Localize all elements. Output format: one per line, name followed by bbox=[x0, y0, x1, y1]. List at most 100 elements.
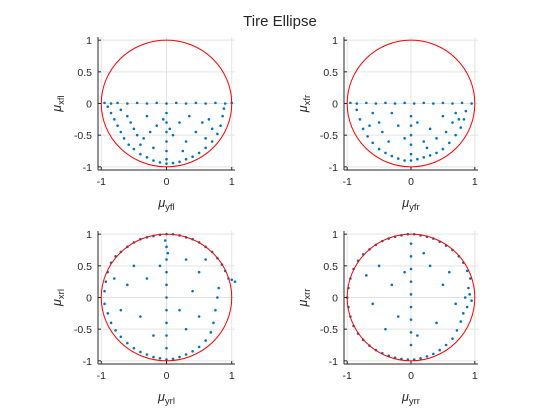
data-point-rear-left-53 bbox=[165, 296, 168, 299]
data-point-rear-right-46 bbox=[456, 329, 459, 332]
data-point-front-right-40 bbox=[410, 115, 413, 118]
data-point-rear-right-59 bbox=[391, 284, 394, 287]
data-point-front-left-22 bbox=[133, 148, 136, 151]
data-point-rear-left-72 bbox=[204, 258, 207, 261]
data-point-front-right-27 bbox=[429, 154, 432, 157]
data-point-front-right-41 bbox=[410, 124, 413, 127]
data-point-front-left-37 bbox=[221, 115, 224, 118]
y-tick-label-rear-left-3: 0.5 bbox=[77, 261, 92, 273]
data-point-front-left-34 bbox=[211, 140, 214, 143]
data-point-front-right-4 bbox=[384, 102, 387, 105]
data-point-rear-right-56 bbox=[410, 331, 413, 334]
data-point-rear-left-30 bbox=[120, 335, 123, 338]
data-point-front-right-33 bbox=[463, 118, 466, 121]
data-point-rear-right-40 bbox=[419, 357, 422, 360]
data-point-front-right-30 bbox=[448, 141, 451, 144]
data-point-rear-right-50 bbox=[410, 255, 413, 258]
data-point-front-left-54 bbox=[172, 134, 175, 137]
data-point-rear-right-24 bbox=[467, 287, 470, 290]
data-point-front-right-37 bbox=[387, 140, 390, 143]
data-point-rear-left-33 bbox=[139, 351, 142, 354]
data-point-front-left-36 bbox=[219, 124, 222, 127]
data-point-front-left-0 bbox=[103, 102, 106, 105]
x-tick-label-rear-left-1: 0 bbox=[164, 370, 170, 382]
y-tick-label-rear-right-0: -1 bbox=[329, 356, 338, 368]
x-tick-label-front-right-1: 0 bbox=[408, 176, 414, 188]
data-point-front-left-53 bbox=[168, 128, 171, 131]
data-point-front-right-6 bbox=[403, 102, 406, 105]
data-point-front-left-58 bbox=[195, 131, 198, 134]
y-tick-label-front-right-3: 0.5 bbox=[323, 67, 338, 79]
data-point-front-left-57 bbox=[188, 115, 191, 118]
data-point-front-left-62 bbox=[120, 109, 123, 112]
y-axis-label-front-right: μxfr bbox=[296, 95, 313, 113]
data-point-front-left-42 bbox=[136, 134, 139, 137]
data-point-rear-right-60 bbox=[371, 303, 374, 306]
y-tick-label-rear-right-3: 0.5 bbox=[323, 261, 338, 273]
data-point-front-left-8 bbox=[175, 102, 178, 105]
data-point-front-right-48 bbox=[435, 137, 438, 140]
data-point-rear-left-0 bbox=[103, 290, 106, 293]
data-point-front-left-4 bbox=[136, 102, 139, 105]
data-point-front-right-39 bbox=[403, 137, 406, 140]
panel-rear-left: -1 0 1-1-0.500.51μyrlμxrl bbox=[50, 229, 236, 407]
data-point-rear-left-48 bbox=[217, 287, 220, 290]
data-point-front-right-25 bbox=[416, 158, 419, 161]
y-tick-label-rear-left-1: -0.5 bbox=[74, 324, 92, 336]
data-point-front-left-13 bbox=[224, 102, 227, 105]
data-point-rear-left-65 bbox=[139, 315, 142, 318]
data-point-front-left-35 bbox=[216, 133, 219, 136]
x-tick-label-front-left-0: -1 bbox=[97, 176, 106, 188]
data-point-front-right-8 bbox=[422, 102, 425, 105]
y-tick-label-rear-left-4: 1 bbox=[86, 229, 92, 241]
x-tick-label-front-left-2: 1 bbox=[229, 176, 235, 188]
data-point-rear-left-36 bbox=[159, 357, 162, 360]
data-point-rear-left-39 bbox=[178, 356, 181, 359]
x-tick-label-rear-right-1: 0 bbox=[408, 370, 414, 382]
y-axis-label-rear-right: μxrr bbox=[296, 289, 313, 308]
data-point-rear-left-62 bbox=[126, 284, 129, 287]
x-axis-label-front-left: μyfl bbox=[157, 196, 174, 213]
data-point-rear-left-59 bbox=[167, 252, 170, 255]
data-point-rear-left-25 bbox=[234, 280, 237, 283]
data-point-front-right-18 bbox=[371, 141, 374, 144]
data-point-rear-left-28 bbox=[110, 322, 113, 325]
data-point-front-left-25 bbox=[152, 159, 155, 162]
x-tick-label-rear-left-0: -1 bbox=[97, 370, 106, 382]
data-point-rear-left-63 bbox=[185, 258, 188, 261]
data-point-rear-left-46 bbox=[214, 309, 217, 312]
data-point-front-left-21 bbox=[127, 143, 130, 146]
data-point-front-left-52 bbox=[165, 158, 168, 161]
data-point-front-left-29 bbox=[178, 160, 181, 163]
data-point-front-right-28 bbox=[435, 152, 438, 155]
data-point-front-right-43 bbox=[410, 143, 413, 146]
data-point-rear-right-49 bbox=[410, 242, 413, 245]
data-point-front-right-2 bbox=[365, 102, 368, 105]
data-point-front-left-19 bbox=[120, 131, 123, 134]
data-point-front-right-15 bbox=[359, 118, 362, 121]
data-point-front-left-45 bbox=[155, 124, 158, 127]
data-point-rear-left-1 bbox=[105, 280, 108, 283]
x-tick-label-rear-left-2: 1 bbox=[229, 370, 235, 382]
y-tick-label-front-left-1: -0.5 bbox=[74, 130, 92, 142]
data-point-rear-right-71 bbox=[454, 303, 457, 306]
data-point-rear-left-43 bbox=[204, 339, 207, 342]
x-axis-label-front-right: μyfr bbox=[401, 196, 419, 213]
x-tick-label-front-left-1: 0 bbox=[164, 176, 170, 188]
data-point-front-left-46 bbox=[162, 118, 165, 121]
data-point-front-left-66 bbox=[211, 128, 214, 131]
data-point-front-left-16 bbox=[110, 112, 113, 115]
data-point-front-left-24 bbox=[146, 156, 149, 159]
data-point-rear-right-65 bbox=[422, 252, 425, 255]
data-point-front-right-21 bbox=[391, 155, 394, 158]
data-point-front-right-0 bbox=[349, 102, 352, 105]
data-point-rear-right-67 bbox=[448, 271, 451, 274]
data-point-front-right-35 bbox=[378, 121, 381, 124]
data-point-front-left-49 bbox=[165, 131, 168, 134]
data-point-front-left-64 bbox=[182, 150, 185, 153]
panel-front-right: -1 0 1 -1 -0.5 0 0.5 1 μyfr μxfr bbox=[296, 35, 478, 213]
y-tick-label-rear-right-2: 0 bbox=[332, 293, 338, 305]
data-point-front-right-34 bbox=[465, 110, 468, 113]
data-point-rear-left-55 bbox=[165, 322, 168, 325]
data-point-rear-left-67 bbox=[185, 328, 188, 331]
